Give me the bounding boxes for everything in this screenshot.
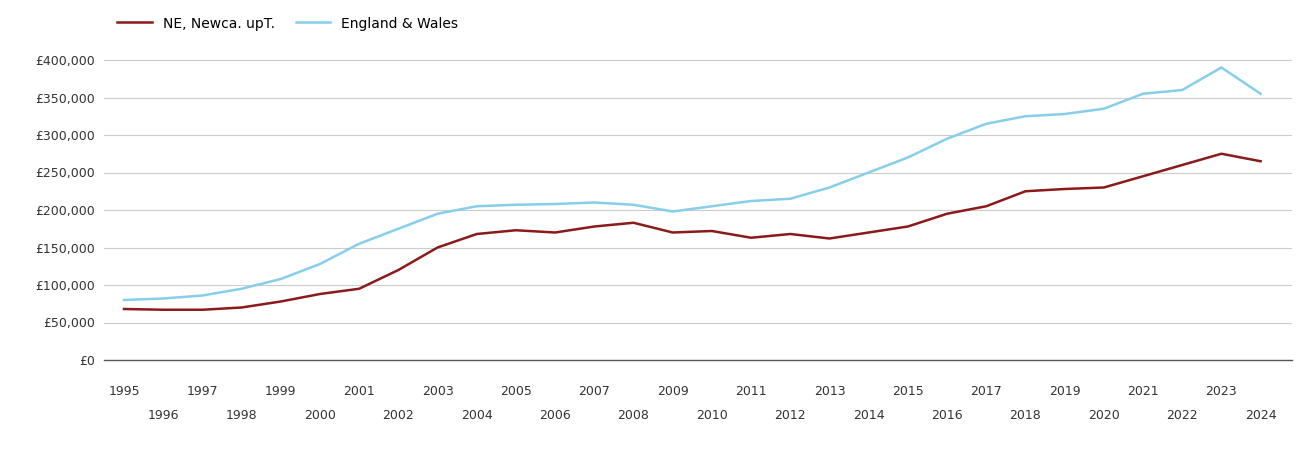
England & Wales xyxy=(273,276,288,282)
NE, Newca. upT. xyxy=(351,286,367,292)
Text: 2006: 2006 xyxy=(539,409,572,422)
England & Wales xyxy=(468,203,484,209)
England & Wales xyxy=(705,203,720,209)
NE, Newca. upT. xyxy=(586,224,602,229)
Text: 2016: 2016 xyxy=(932,409,963,422)
England & Wales xyxy=(861,170,877,175)
Text: 2001: 2001 xyxy=(343,385,375,398)
NE, Newca. upT. xyxy=(1096,185,1112,190)
NE, Newca. upT. xyxy=(234,305,249,310)
NE, Newca. upT. xyxy=(1174,162,1190,168)
NE, Newca. upT. xyxy=(508,228,523,233)
NE, Newca. upT. xyxy=(312,291,328,297)
Text: 2007: 2007 xyxy=(578,385,611,398)
Text: 1999: 1999 xyxy=(265,385,296,398)
England & Wales xyxy=(1253,91,1268,96)
England & Wales xyxy=(822,185,838,190)
Line: NE, Newca. upT.: NE, Newca. upT. xyxy=(124,154,1261,310)
NE, Newca. upT. xyxy=(1018,189,1034,194)
Text: 1995: 1995 xyxy=(108,385,140,398)
NE, Newca. upT. xyxy=(390,267,406,273)
Text: 2020: 2020 xyxy=(1088,409,1120,422)
Text: 2005: 2005 xyxy=(500,385,532,398)
Text: 2018: 2018 xyxy=(1010,409,1041,422)
England & Wales xyxy=(1018,113,1034,119)
NE, Newca. upT. xyxy=(744,235,760,240)
NE, Newca. upT. xyxy=(429,245,445,250)
Line: England & Wales: England & Wales xyxy=(124,68,1261,300)
NE, Newca. upT. xyxy=(979,203,994,209)
England & Wales xyxy=(979,121,994,126)
Text: 2009: 2009 xyxy=(656,385,689,398)
Text: 2021: 2021 xyxy=(1128,385,1159,398)
England & Wales xyxy=(664,209,680,214)
England & Wales xyxy=(1174,87,1190,93)
England & Wales xyxy=(116,297,132,303)
Text: 2002: 2002 xyxy=(382,409,414,422)
Text: 2010: 2010 xyxy=(696,409,728,422)
England & Wales xyxy=(586,200,602,205)
Text: 1998: 1998 xyxy=(226,409,257,422)
Text: 1996: 1996 xyxy=(147,409,179,422)
NE, Newca. upT. xyxy=(664,230,680,235)
Legend: NE, Newca. upT., England & Wales: NE, Newca. upT., England & Wales xyxy=(111,11,465,36)
NE, Newca. upT. xyxy=(1253,158,1268,164)
Text: 2008: 2008 xyxy=(617,409,650,422)
NE, Newca. upT. xyxy=(900,224,916,229)
England & Wales xyxy=(508,202,523,207)
England & Wales xyxy=(744,198,760,204)
NE, Newca. upT. xyxy=(705,228,720,234)
England & Wales xyxy=(547,201,562,207)
Text: 2011: 2011 xyxy=(735,385,767,398)
Text: 2004: 2004 xyxy=(461,409,492,422)
Text: 2023: 2023 xyxy=(1206,385,1237,398)
NE, Newca. upT. xyxy=(940,211,955,216)
NE, Newca. upT. xyxy=(783,231,799,237)
Text: 2015: 2015 xyxy=(893,385,924,398)
England & Wales xyxy=(155,296,171,301)
England & Wales xyxy=(1214,65,1229,70)
NE, Newca. upT. xyxy=(822,236,838,241)
Text: 2017: 2017 xyxy=(971,385,1002,398)
NE, Newca. upT. xyxy=(468,231,484,237)
NE, Newca. upT. xyxy=(273,299,288,304)
NE, Newca. upT. xyxy=(547,230,562,235)
England & Wales xyxy=(351,241,367,247)
England & Wales xyxy=(940,136,955,141)
NE, Newca. upT. xyxy=(116,306,132,312)
Text: 1997: 1997 xyxy=(187,385,218,398)
England & Wales xyxy=(312,261,328,267)
NE, Newca. upT. xyxy=(1057,186,1073,192)
Text: 2000: 2000 xyxy=(304,409,335,422)
England & Wales xyxy=(429,211,445,216)
NE, Newca. upT. xyxy=(1214,151,1229,157)
England & Wales xyxy=(1096,106,1112,112)
England & Wales xyxy=(625,202,641,207)
Text: 2022: 2022 xyxy=(1167,409,1198,422)
England & Wales xyxy=(900,155,916,160)
NE, Newca. upT. xyxy=(625,220,641,225)
England & Wales xyxy=(390,226,406,231)
England & Wales xyxy=(234,286,249,292)
England & Wales xyxy=(1057,111,1073,117)
Text: 2013: 2013 xyxy=(813,385,846,398)
England & Wales xyxy=(783,196,799,202)
Text: 2003: 2003 xyxy=(422,385,453,398)
NE, Newca. upT. xyxy=(155,307,171,312)
NE, Newca. upT. xyxy=(194,307,210,312)
England & Wales xyxy=(194,293,210,298)
NE, Newca. upT. xyxy=(1135,174,1151,179)
Text: 2014: 2014 xyxy=(853,409,885,422)
Text: 2024: 2024 xyxy=(1245,409,1276,422)
England & Wales xyxy=(1135,91,1151,96)
Text: 2019: 2019 xyxy=(1049,385,1081,398)
Text: 2012: 2012 xyxy=(774,409,806,422)
NE, Newca. upT. xyxy=(861,230,877,235)
